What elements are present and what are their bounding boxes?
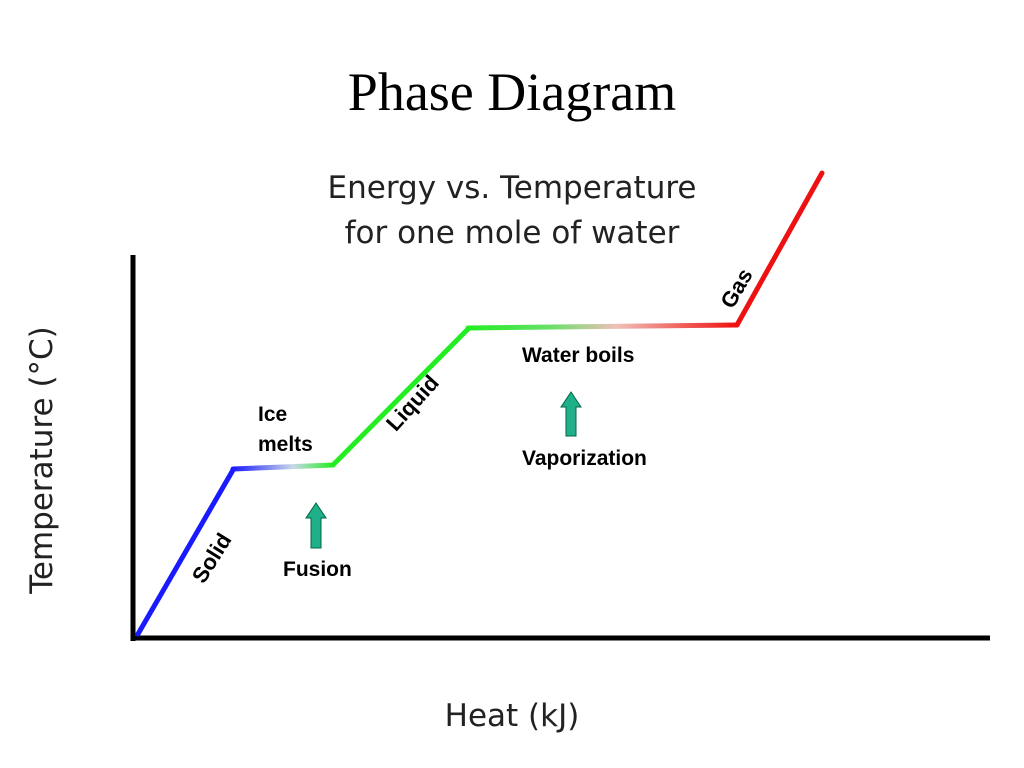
slide-title: Phase Diagram: [348, 62, 676, 122]
annotation: melts: [258, 433, 313, 456]
solid-segment: [135, 467, 236, 637]
arrow: [560, 391, 582, 437]
x-axis-label: Heat (kJ): [445, 698, 580, 734]
melting-segment: [230, 462, 336, 472]
liquid-segment: [330, 326, 471, 468]
annotation: Fusion: [283, 558, 352, 581]
annotation: Ice: [258, 403, 287, 426]
diagram-title: Energy vs. Temperature: [328, 170, 697, 206]
y-axis-label: Temperature (°C): [24, 326, 60, 595]
diagram-title: for one mole of water: [345, 215, 680, 251]
annotation: Water boils: [522, 344, 634, 367]
boiling-segment: [465, 322, 740, 331]
gas-segment: [734, 170, 825, 328]
arrow: [305, 502, 327, 549]
phase-label: Liquid: [381, 370, 444, 436]
heating-curve: [135, 170, 825, 637]
phase-label: Gas: [715, 264, 757, 313]
annotation: Vaporization: [522, 447, 647, 470]
